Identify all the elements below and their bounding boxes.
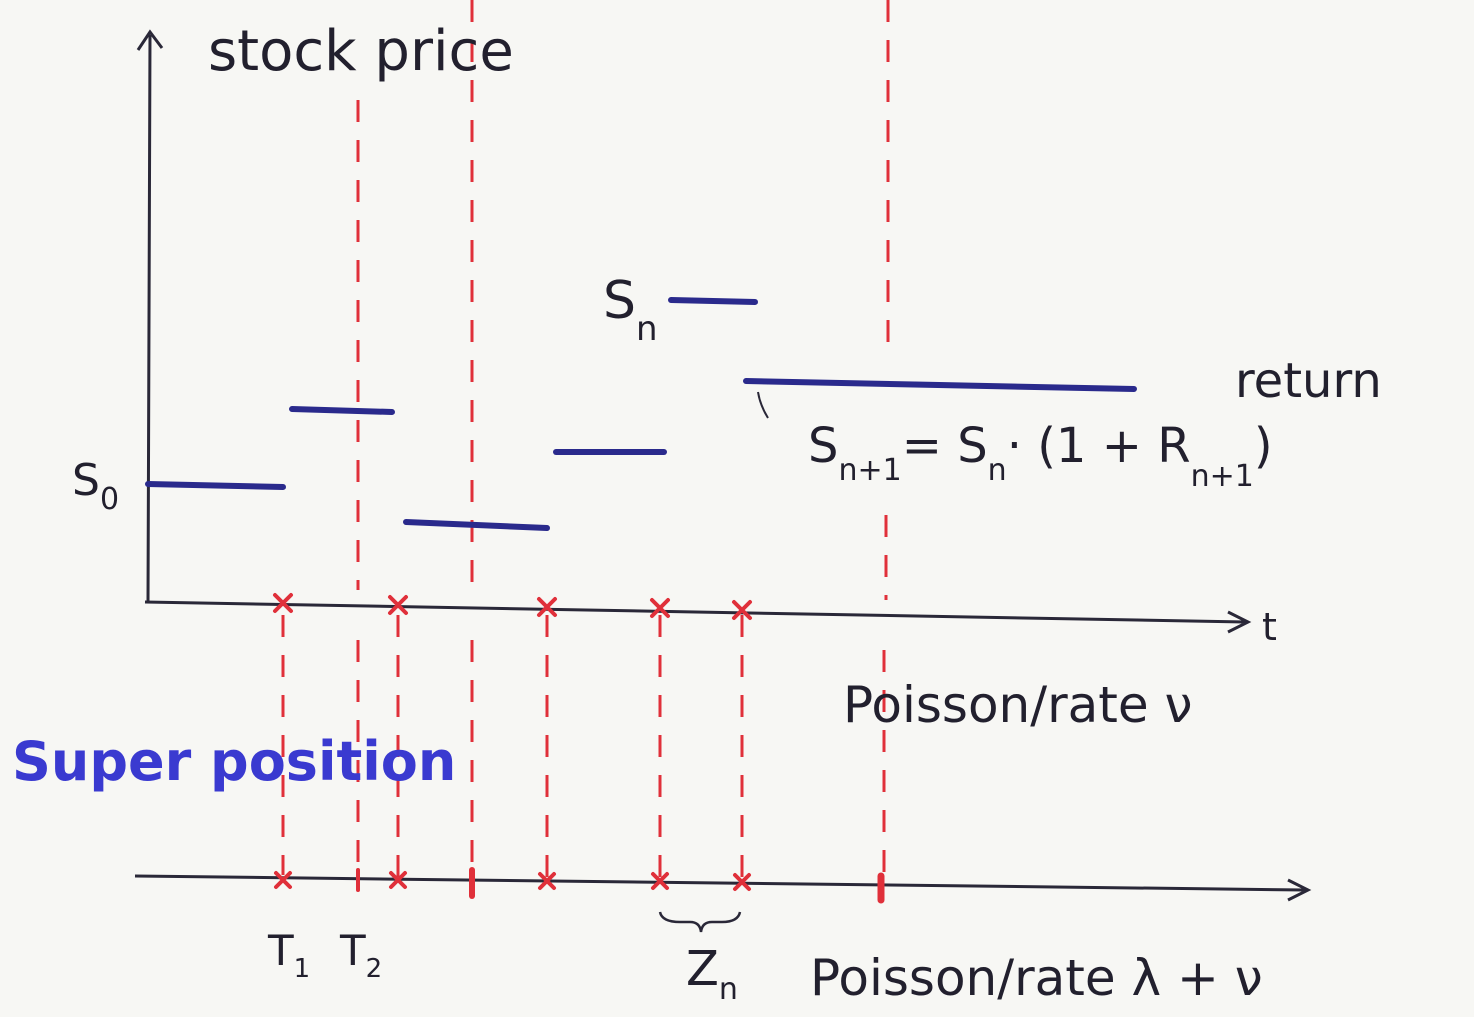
price-segment	[671, 300, 755, 302]
price-label: S0	[72, 455, 119, 517]
subscript: n	[988, 453, 1007, 488]
subscript: n	[636, 309, 658, 349]
symbol: S	[603, 271, 636, 331]
subscript: n+1	[838, 453, 901, 488]
process-label: Poisson/rate ν	[843, 676, 1192, 734]
price-segment	[292, 409, 392, 412]
pointer	[758, 392, 768, 418]
formula: Sn+1= Sn· (1 + Rn+1)	[808, 418, 1273, 494]
x-axis	[145, 602, 1248, 632]
superposition-label: Super position	[12, 730, 456, 793]
x-axis-label: t	[1262, 605, 1277, 649]
time-label: T1	[267, 926, 310, 984]
brace	[660, 912, 740, 932]
price-segment	[148, 484, 283, 487]
price-label: Sn	[603, 271, 658, 349]
y-axis-label: stock price	[208, 19, 514, 84]
symbol: S	[72, 455, 100, 506]
subscript: n	[719, 972, 738, 1007]
symbol: T	[339, 926, 366, 975]
return-label: return	[1235, 353, 1382, 409]
subscript: 1	[294, 954, 311, 984]
superposition-axis	[135, 876, 1308, 900]
subscript: 2	[366, 954, 383, 984]
symbol: Z	[686, 941, 719, 997]
process-label: Poisson/rate λ + ν	[810, 949, 1263, 1007]
formula-part: · (1 + R	[1007, 418, 1191, 474]
interarrival-label: Zn	[686, 941, 738, 1007]
formula-part: S	[808, 418, 838, 474]
formula-part: = S	[902, 418, 988, 474]
time-label: T2	[339, 926, 382, 984]
price-segment	[746, 381, 1134, 389]
formula-part: )	[1254, 418, 1273, 474]
subscript: n+1	[1191, 459, 1254, 494]
page: { "y_axis_label": "stock price", "x_axis…	[0, 0, 1474, 1017]
symbol: T	[267, 926, 294, 975]
price-segment	[406, 522, 547, 528]
y-axis	[138, 32, 162, 602]
subscript: 0	[100, 482, 119, 517]
diagram: stock price t S0 Sn return Sn+1= Sn· (1 …	[0, 0, 1474, 1017]
